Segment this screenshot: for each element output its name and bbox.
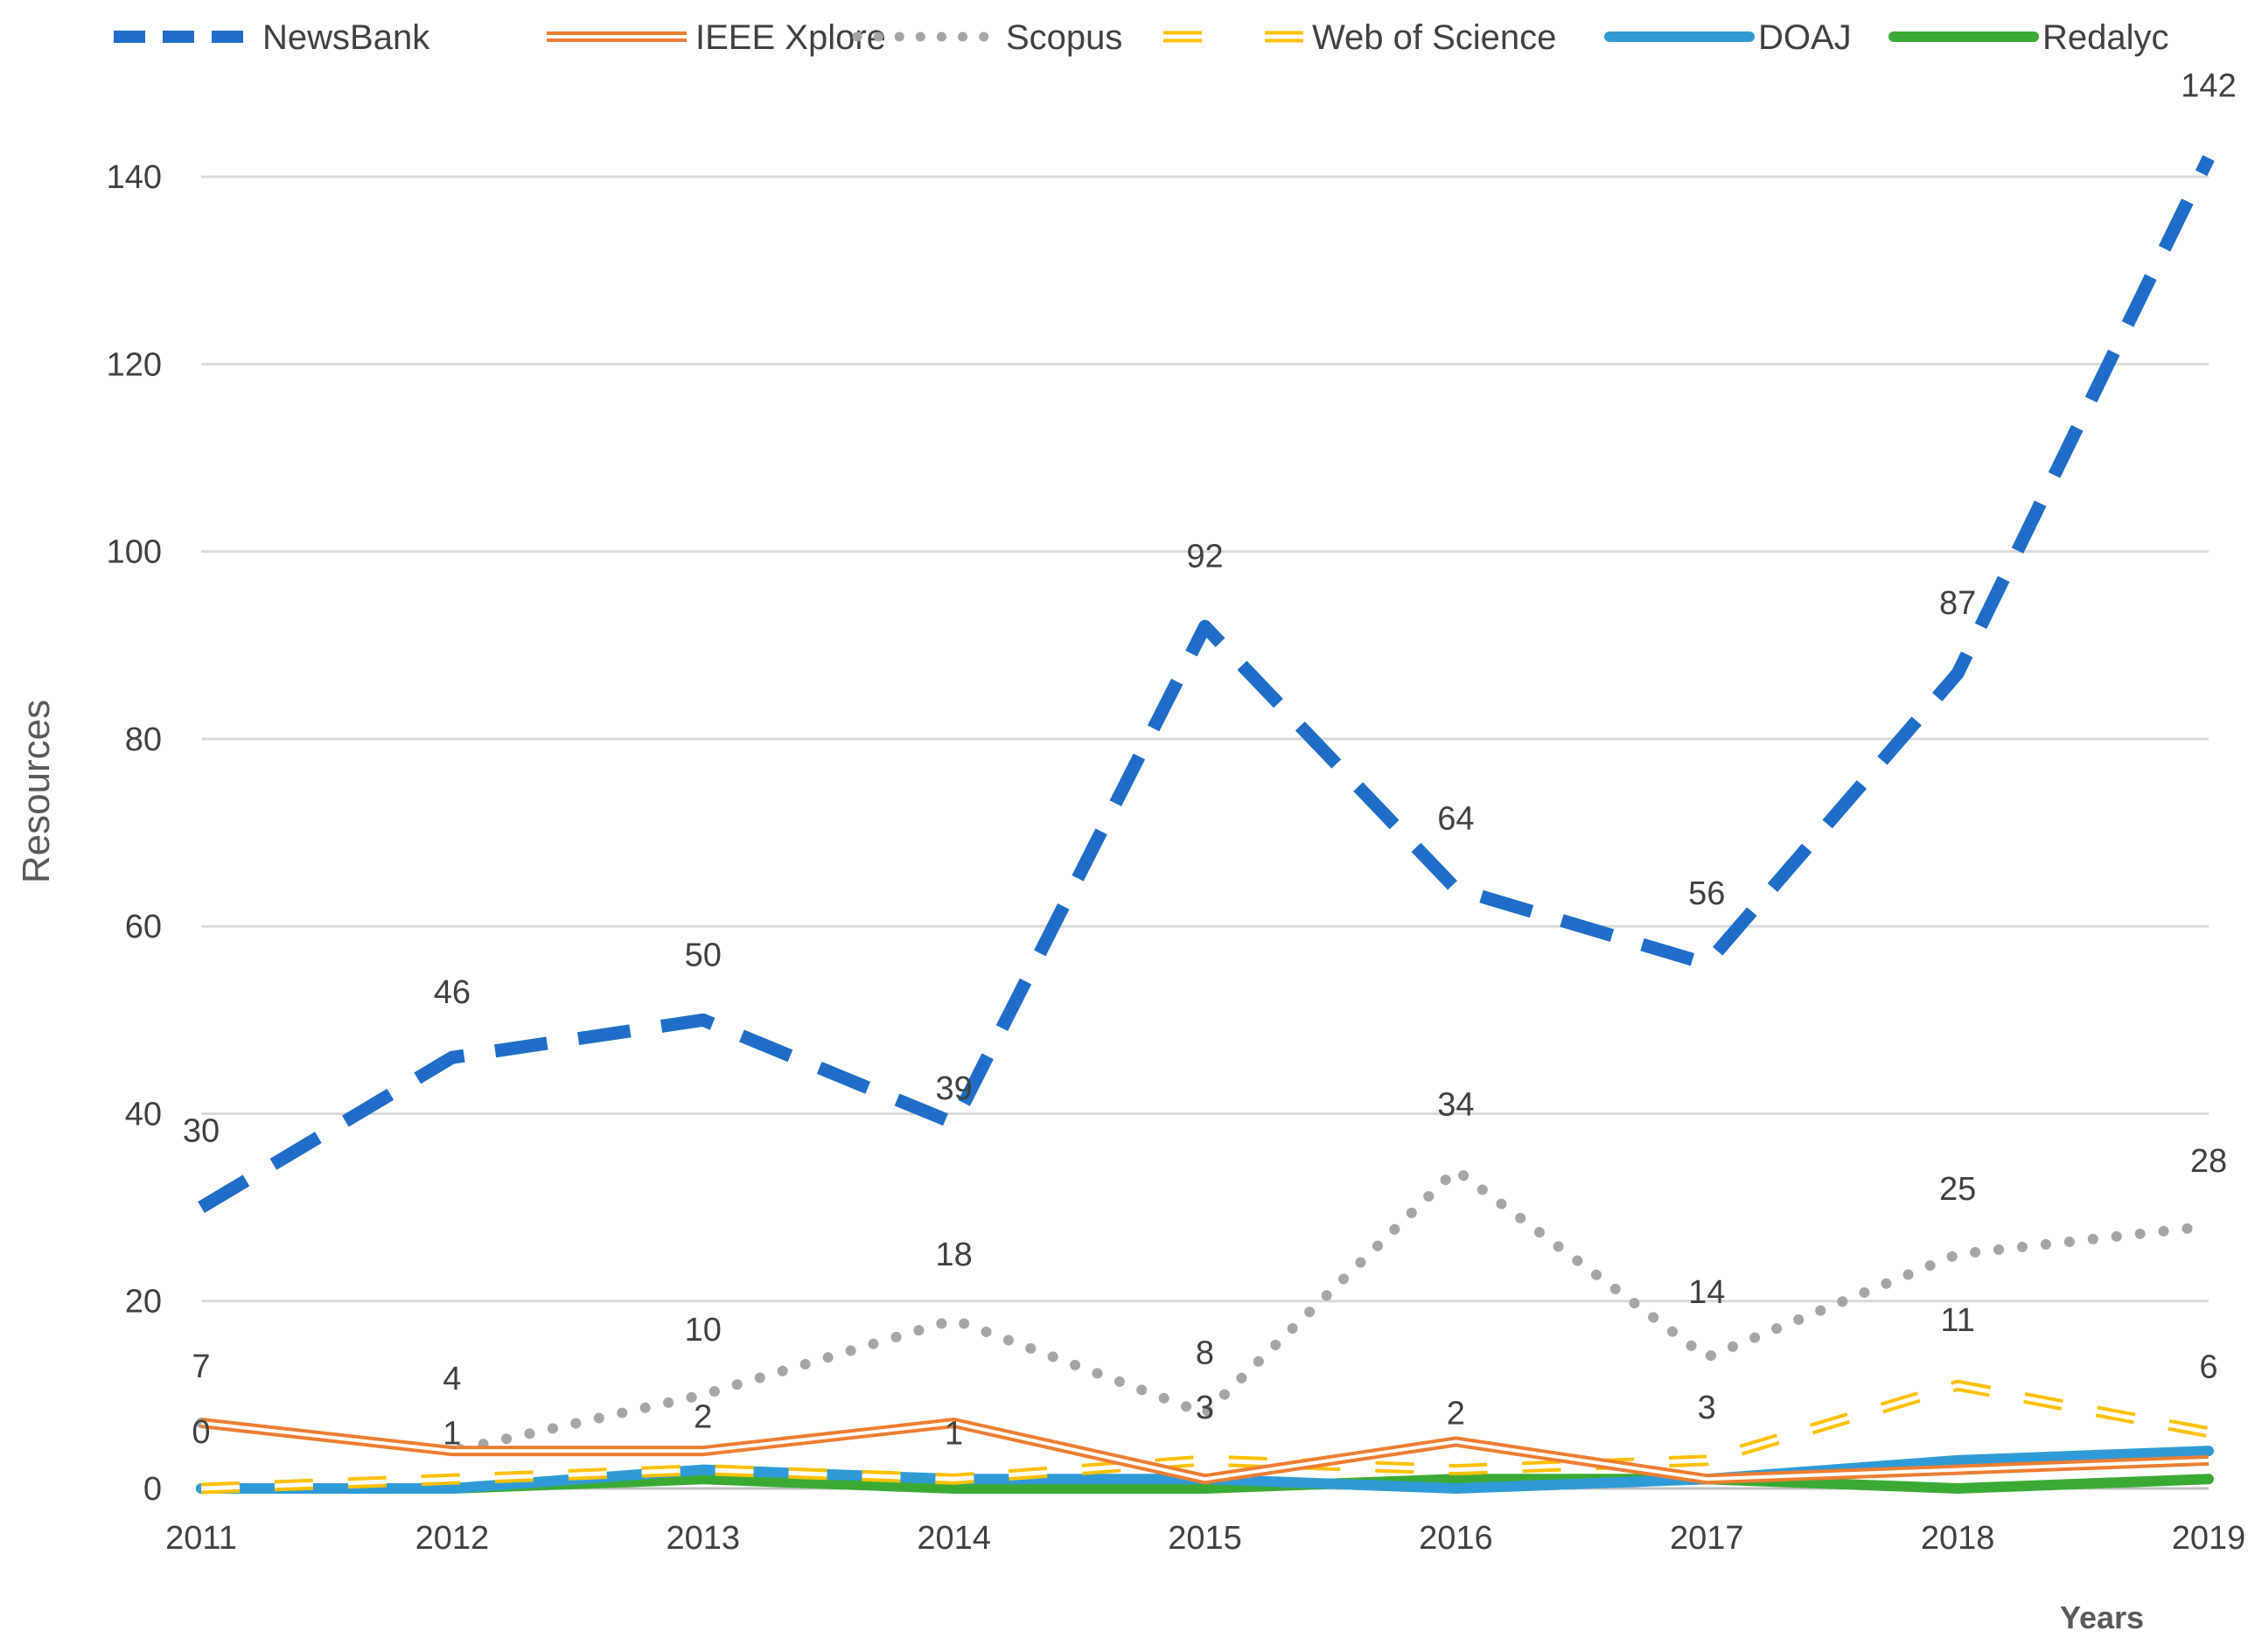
- legend: NewsBank IEEE Xplore Scopus Web of Science D…: [114, 18, 2169, 57]
- series-line-newsbank: [198, 155, 2215, 1214]
- y-tick-label: 100: [107, 534, 162, 571]
- legend-label: Web of Science: [1312, 18, 1556, 57]
- y-tick-label: 140: [107, 159, 162, 196]
- series-lines: [196, 155, 2215, 1495]
- x-tick-label: 2012: [415, 1520, 490, 1557]
- data-label: 142: [2181, 68, 2236, 105]
- data-label: 28: [2190, 1143, 2227, 1180]
- y-tick-label: 40: [125, 1096, 162, 1133]
- y-tick-label: 20: [125, 1284, 162, 1321]
- data-label: 6: [2199, 1349, 2217, 1386]
- x-axis-ticks: 2011 2012 2013 2014 2015 2016 2017 2018 2019: [165, 1520, 2245, 1557]
- data-label: 87: [1939, 585, 1976, 622]
- data-label: 30: [183, 1113, 220, 1150]
- data-label: 8: [1196, 1335, 1214, 1371]
- y-tick-label: 120: [107, 346, 162, 383]
- series-line-ieee-xplore: [200, 1421, 2210, 1481]
- data-label: 56: [1688, 875, 1725, 912]
- legend-item-redalyc: Redalyc: [1888, 18, 2169, 57]
- legend-item-scopus: Scopus: [852, 18, 1122, 57]
- x-tick-label: 2016: [1419, 1520, 1493, 1557]
- data-label: 25: [1939, 1171, 1976, 1208]
- legend-label: Redalyc: [2042, 18, 2169, 57]
- y-tick-label: 60: [125, 909, 162, 945]
- data-label: 39: [935, 1070, 972, 1107]
- legend-item-ieee-xplore: IEEE Xplore: [547, 18, 886, 57]
- data-labels: 30 46 50 39 92 64 56 87 142 7 4 10 18 8 34 14 25 28 0 1 2 1 3 2…: [183, 68, 2237, 1453]
- data-label: 3: [1196, 1390, 1214, 1426]
- data-label: 1: [945, 1415, 963, 1452]
- x-tick-label: 2011: [165, 1520, 237, 1557]
- legend-item-web-of-science: Web of Science: [1163, 18, 1556, 57]
- legend-item-doaj: DOAJ: [1604, 18, 1852, 57]
- data-label: 14: [1688, 1274, 1725, 1311]
- data-label: 11: [1940, 1302, 1974, 1339]
- data-label: 0: [192, 1414, 210, 1451]
- y-axis-title: Resources: [15, 700, 58, 883]
- data-label: 18: [935, 1237, 972, 1273]
- x-tick-label: 2018: [1921, 1520, 1995, 1557]
- y-axis-ticks: 0 20 40 60 80 100 120 140: [107, 159, 162, 1508]
- data-label: 1: [443, 1415, 461, 1452]
- legend-label: Scopus: [1006, 18, 1122, 57]
- legend-item-newsbank: NewsBank: [114, 18, 430, 57]
- data-label: 46: [434, 974, 471, 1011]
- data-label: 34: [1437, 1087, 1474, 1124]
- y-tick-label: 0: [143, 1471, 162, 1508]
- x-tick-label: 2017: [1670, 1520, 1744, 1557]
- x-tick-label: 2013: [666, 1520, 740, 1557]
- x-tick-label: 2014: [917, 1520, 991, 1557]
- x-tick-label: 2015: [1168, 1520, 1242, 1557]
- series-line-scopus: [196, 1164, 2214, 1457]
- data-label: 92: [1186, 538, 1223, 575]
- data-label: 4: [443, 1361, 461, 1398]
- legend-label: NewsBank: [262, 18, 430, 57]
- x-tick-label: 2019: [2172, 1520, 2246, 1557]
- data-label: 10: [685, 1312, 722, 1349]
- data-label: 2: [1447, 1396, 1465, 1432]
- data-label: 64: [1437, 800, 1474, 837]
- x-axis-title: Years: [2060, 1600, 2144, 1635]
- data-label: 50: [685, 937, 722, 973]
- data-label: 3: [1698, 1390, 1716, 1426]
- data-label: 7: [192, 1349, 210, 1385]
- gridlines: [201, 175, 2209, 1490]
- y-tick-label: 80: [125, 721, 162, 758]
- data-label: 2: [694, 1399, 712, 1436]
- legend-label: DOAJ: [1758, 18, 1852, 57]
